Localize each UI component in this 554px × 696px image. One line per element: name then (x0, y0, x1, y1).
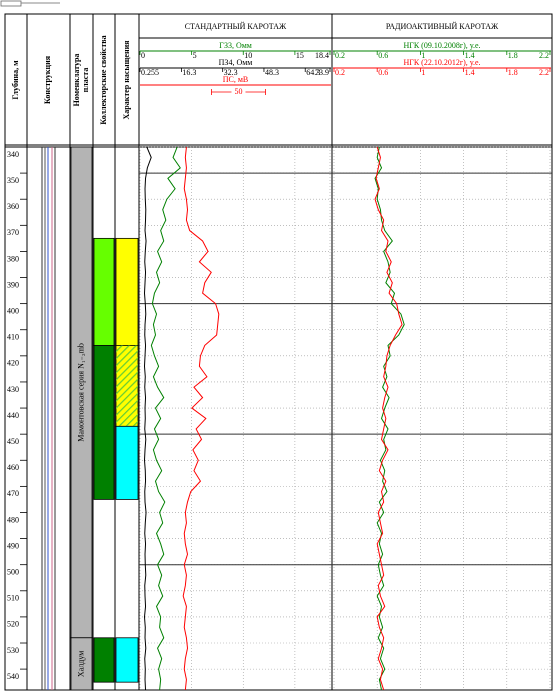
scale-label: 0.2 (335, 51, 345, 60)
log-curve (182, 147, 220, 690)
scale-label: 0.6 (378, 68, 388, 77)
scale-label: 15 (296, 51, 304, 60)
depth-label: 390 (7, 280, 19, 289)
saturation-interval (115, 237, 139, 346)
depth-label: 480 (7, 515, 19, 524)
scale-label: 1.4 (465, 68, 475, 77)
scale-label: 5 (193, 51, 197, 60)
track-title: РАДИОАКТИВНЫЙ КАРОТАЖ (386, 22, 499, 31)
depth-label: 380 (7, 254, 19, 263)
depth-label: 360 (7, 202, 19, 211)
scale-label: 0 (141, 51, 145, 60)
reservoir-interval (93, 345, 115, 500)
scale-label: 2.2 (539, 68, 549, 77)
curve-name: НГК (09.10.2008г), у.е. (403, 41, 480, 50)
scale-label: 18.4 (315, 51, 329, 60)
scale-label: 2.2 (539, 51, 549, 60)
depth-label: 540 (7, 672, 19, 681)
depth-label: 370 (7, 228, 19, 237)
column-dividers (26, 14, 552, 690)
scale-label: 0.255 (141, 68, 159, 77)
reservoir-interval (93, 237, 115, 346)
saturation-header: Характер насыщения (122, 40, 131, 120)
log-curve (143, 147, 152, 690)
track-title: СТАНДАРТНЫЙ КАРОТАЖ (185, 22, 287, 31)
scale-label: 0.6 (378, 51, 388, 60)
depth-label: 440 (7, 411, 19, 420)
saturation-interval (115, 425, 139, 500)
reservoir-header: Коллекторские свойства (99, 35, 108, 124)
depth-label: 420 (7, 359, 19, 368)
scale-label: 1 (421, 68, 425, 77)
scale-label: 1.8 (508, 68, 518, 77)
depth-label: 350 (7, 176, 19, 185)
depth-label: 470 (7, 489, 19, 498)
saturation-interval (115, 637, 139, 683)
depth-label: 520 (7, 620, 19, 629)
scale-label: 1.4 (465, 51, 475, 60)
depth-label: 410 (7, 333, 19, 342)
top-box (0, 0, 22, 7)
log-curve (150, 147, 181, 690)
depth-label: 460 (7, 463, 19, 472)
depth-label: 490 (7, 541, 19, 550)
curve-name: НГК (22.10.2012г), у.е. (403, 58, 480, 67)
nomenclature-header: пласта (81, 68, 90, 93)
interval-label: Мамонтовская серия N₁₋₂mb (76, 343, 85, 442)
depth-header: Глубина, м (11, 60, 20, 100)
depth-label: 430 (7, 385, 19, 394)
frame (4, 13, 553, 691)
scale-label: 32.3 (224, 68, 238, 77)
saturation-interval-hatch (116, 345, 138, 427)
scale-label: 64.3 (306, 68, 320, 77)
scale-label: 16.3 (182, 68, 196, 77)
interval-label: Халдум (76, 651, 85, 677)
scale-label: 1.8 (508, 51, 518, 60)
log-curve (374, 147, 405, 690)
depth-label: 500 (7, 568, 19, 577)
construction-header: Конструкция (43, 55, 52, 104)
scale-label: 73.9 (315, 68, 329, 77)
nomenclature-interval (70, 637, 93, 691)
scale-bar-label-bg (231, 88, 246, 96)
construction-casing (41, 147, 56, 690)
depth-label: 530 (7, 646, 19, 655)
curve-name: ГЗ3, Омм (219, 41, 252, 50)
scale-label: 48.3 (265, 68, 279, 77)
depth-label: 450 (7, 437, 19, 446)
nomenclature-header: Номенклатура (72, 54, 81, 107)
scale-bar-label: 50 (234, 87, 242, 96)
depth-label: 510 (7, 594, 19, 603)
scale-label: 0.2 (335, 68, 345, 77)
curve-name: ПС, мВ (223, 75, 249, 84)
scale-label: 1 (421, 51, 425, 60)
curve-name: ПЗ4, Омм (219, 58, 253, 67)
depth-label: 340 (7, 150, 19, 159)
log-curve (374, 147, 403, 690)
depth-label: 400 (7, 306, 19, 315)
scale-label: 10 (244, 51, 252, 60)
reservoir-interval (93, 637, 115, 683)
